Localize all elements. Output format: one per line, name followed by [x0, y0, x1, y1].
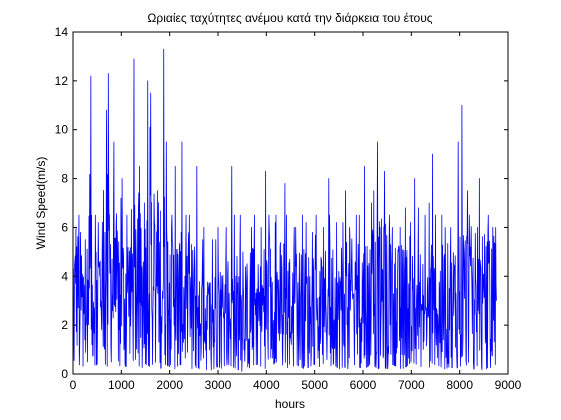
x-tick-label: 7000 [398, 378, 425, 392]
y-tick-label: 8 [61, 172, 68, 186]
y-tick-label: 14 [55, 25, 69, 39]
y-tick-label: 6 [61, 220, 68, 234]
x-tick-label: 1000 [108, 378, 135, 392]
y-tick-label: 2 [61, 318, 68, 332]
x-tick-label: 6000 [350, 378, 377, 392]
x-axis-label: hours [275, 397, 305, 411]
x-tick-label: 9000 [495, 378, 522, 392]
x-tick-label: 5000 [301, 378, 328, 392]
y-tick-label: 12 [55, 74, 69, 88]
y-tick-label: 0 [61, 367, 68, 381]
x-tick-label: 4000 [253, 378, 280, 392]
x-tick-label: 2000 [156, 378, 183, 392]
x-tick-label: 0 [70, 378, 77, 392]
chart-title: Ωριαίες ταχύτητες ανέμου κατά την διάρκε… [147, 11, 432, 25]
y-axis-label: Wind Speed(m/s) [34, 157, 48, 250]
y-tick-label: 10 [55, 123, 69, 137]
x-tick-label: 3000 [205, 378, 232, 392]
x-tick-label: 8000 [446, 378, 473, 392]
y-tick-label: 4 [61, 269, 68, 283]
